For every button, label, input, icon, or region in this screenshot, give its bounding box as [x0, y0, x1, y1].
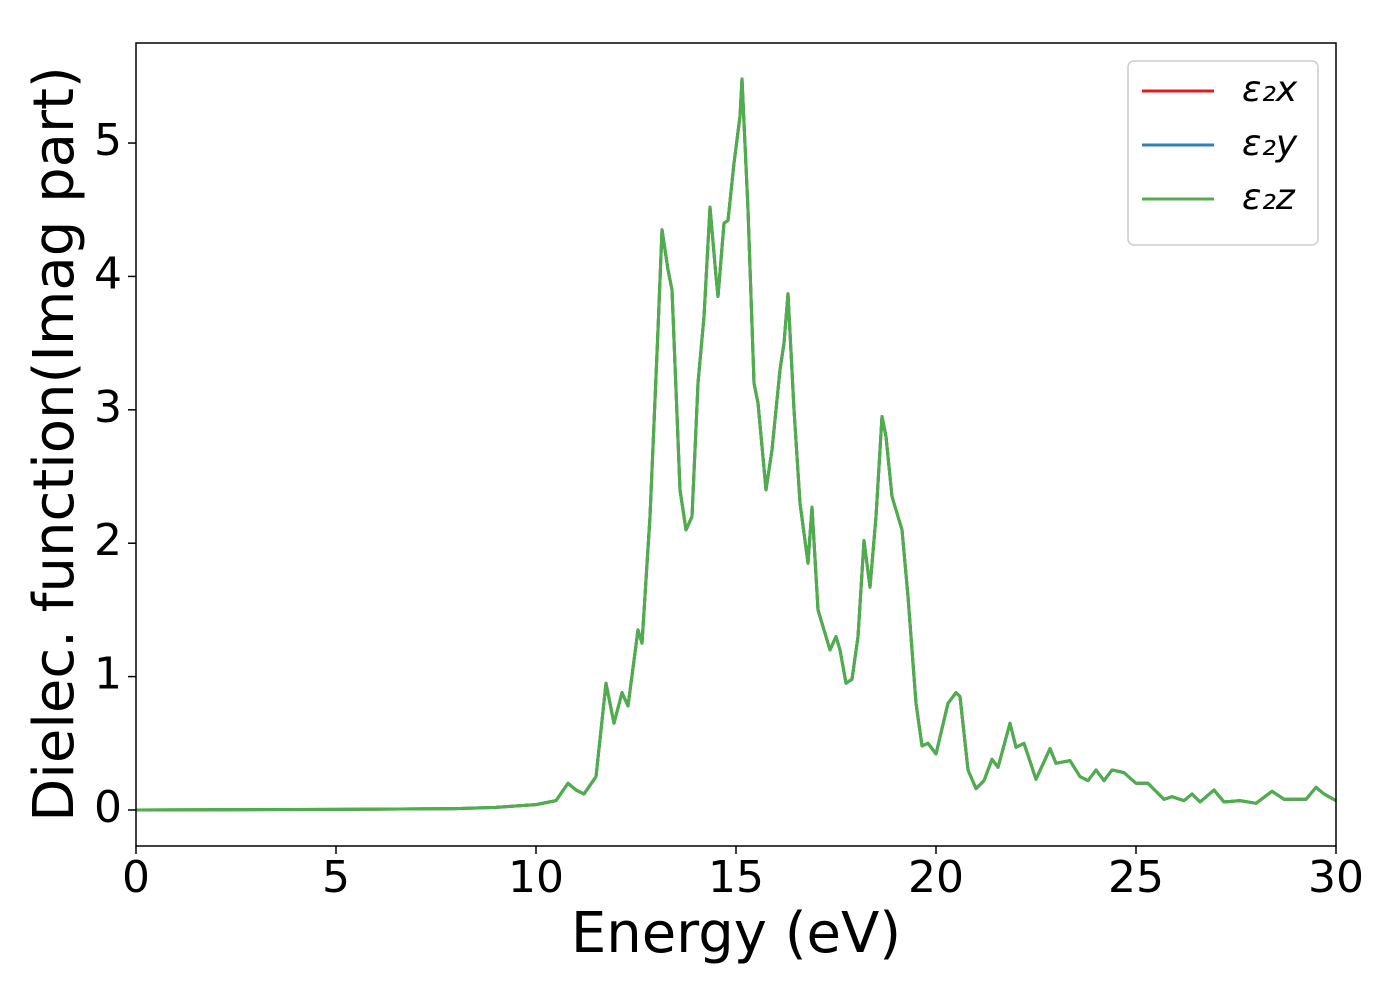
legend-label: ε₂z [1242, 177, 1296, 218]
x-tick-label: 10 [508, 852, 564, 903]
y-axis-label: Dielec. function(Imag part) [22, 66, 87, 822]
y-tick-label: 2 [94, 515, 122, 566]
x-tick-label: 20 [908, 852, 964, 903]
data-line [135, 77, 1337, 812]
x-tick-label: 30 [1308, 852, 1364, 903]
x-tick-label: 15 [708, 852, 764, 903]
x-tick-label: 5 [322, 852, 350, 903]
legend-label: ε₂x [1242, 69, 1298, 110]
y-tick-label: 1 [94, 649, 122, 700]
y-tick-label: 0 [94, 782, 122, 833]
y-tick-label: 3 [94, 382, 122, 433]
x-tick-label: 0 [122, 852, 150, 903]
y-tick-label: 5 [94, 115, 122, 166]
legend-label: ε₂y [1242, 123, 1298, 164]
y-tick-label: 4 [94, 248, 122, 299]
plot-frame [135, 42, 1337, 847]
x-axis-label: Energy (eV) [571, 901, 901, 966]
x-tick-label: 25 [1108, 852, 1164, 903]
